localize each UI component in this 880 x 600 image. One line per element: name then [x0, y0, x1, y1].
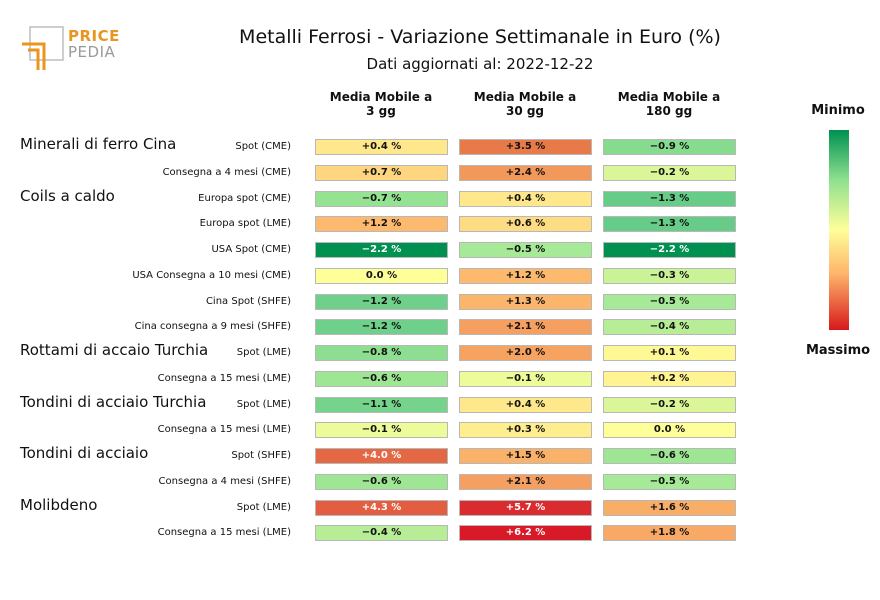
heatmap-cell: −0.3 % — [603, 267, 736, 284]
heatmap-cell: −1.3 % — [603, 190, 736, 207]
heatmap-cell: 0.0 % — [603, 422, 736, 439]
row-label: Spot (LME) — [236, 347, 291, 358]
heatmap-cell: +0.6 % — [459, 216, 592, 233]
legend-max-label: Massimo — [805, 343, 871, 358]
group-label: Minerali di ferro Cina — [20, 135, 177, 153]
heatmap-cell: +0.3 % — [459, 422, 592, 439]
row-label: Spot (SHFE) — [231, 450, 291, 461]
heatmap-cell: +2.4 % — [459, 164, 592, 181]
logo-word-pedia: PEDIA — [68, 43, 116, 61]
chart-title: Metalli Ferrosi - Variazione Settimanale… — [239, 26, 721, 48]
heatmap-cell: −0.5 % — [603, 473, 736, 490]
heatmap-cell: −1.3 % — [603, 216, 736, 233]
heatmap-cell: +0.4 % — [459, 190, 592, 207]
heatmap-cell: −2.2 % — [315, 242, 448, 258]
row-label: Spot (LME) — [236, 501, 291, 513]
heatmap-cell: +6.2 % — [459, 525, 592, 542]
group-label: Tondini di acciaio Turchia — [20, 392, 207, 411]
column-header: Media Mobile a 3 gg — [329, 90, 433, 118]
pricepedia-logo: PRICE PEDIA — [20, 26, 130, 76]
row-label: Consegna a 15 mesi (LME) — [157, 372, 291, 384]
row-label: Spot (LME) — [236, 398, 291, 410]
heatmap-cell: −0.5 % — [459, 242, 592, 258]
heatmap-cell: −1.1 % — [315, 396, 448, 413]
heatmap-cell: −0.4 % — [315, 525, 448, 542]
row-label: Consegna a 4 mesi (SHFE) — [158, 475, 291, 487]
row-label: USA Consegna a 10 mesi (CME) — [132, 269, 291, 281]
heatmap-cell: −2.2 % — [603, 242, 736, 258]
row-label: Cina consegna a 9 mesi (SHFE) — [134, 321, 291, 333]
heatmap-cell: −1.2 % — [315, 293, 448, 310]
row-label: USA Spot (CME) — [211, 244, 291, 255]
heatmap-cell: −0.2 % — [603, 396, 736, 413]
logo-word-price: PRICE — [68, 27, 120, 45]
heatmap-cell: +1.2 % — [315, 216, 448, 233]
heatmap-cell: +0.1 % — [603, 345, 736, 361]
heatmap-cell: +1.8 % — [603, 525, 736, 542]
heatmap-cell: +0.4 % — [459, 396, 592, 413]
row-label: Consegna a 15 mesi (LME) — [157, 527, 291, 539]
row-label: Europa spot (LME) — [199, 218, 291, 230]
heatmap-cell: −0.6 % — [315, 370, 448, 387]
heatmap-cell: +2.1 % — [459, 319, 592, 336]
legend-min-label: Minimo — [811, 103, 865, 118]
heatmap-cell: +4.0 % — [315, 448, 448, 464]
heatmap-cell: −0.4 % — [603, 319, 736, 336]
heatmap-cell: −0.6 % — [603, 448, 736, 464]
row-label: Consegna a 4 mesi (CME) — [162, 166, 291, 178]
column-header: Media Mobile a 30 gg — [473, 90, 577, 118]
group-label: Coils a caldo — [20, 186, 115, 205]
column-header: Media Mobile a 180 gg — [617, 90, 721, 118]
heatmap-cell: +1.6 % — [603, 499, 736, 516]
heatmap-cell: +4.3 % — [315, 499, 448, 516]
group-label: Tondini di acciaio — [20, 444, 149, 462]
group-label: Molibdeno — [20, 495, 98, 514]
heatmap-cell: +2.0 % — [459, 345, 592, 361]
heatmap-cell: −0.9 % — [603, 139, 736, 155]
group-label: Rottami di accaio Turchia — [20, 341, 209, 359]
chart-subtitle: Dati aggiornati al: 2022-12-22 — [366, 55, 594, 73]
heatmap-cell: +1.2 % — [459, 267, 592, 284]
row-label: Spot (CME) — [235, 141, 291, 152]
legend-colorbar — [829, 130, 849, 330]
heatmap-cell: −0.2 % — [603, 164, 736, 181]
logo-mark-icon — [22, 26, 64, 70]
heatmap-cell: −1.2 % — [315, 319, 448, 336]
heatmap-cell: +5.7 % — [459, 499, 592, 516]
heatmap-cell: +3.5 % — [459, 139, 592, 155]
row-label: Cina Spot (SHFE) — [205, 295, 291, 307]
row-label: Europa spot (CME) — [198, 192, 291, 204]
heatmap-cell: −0.7 % — [315, 190, 448, 207]
heatmap-cell: +2.1 % — [459, 473, 592, 490]
heatmap-cell: −0.8 % — [315, 345, 448, 361]
heatmap-cell: −0.1 % — [459, 370, 592, 387]
heatmap-cell: +0.4 % — [315, 139, 448, 155]
heatmap-cell: +0.7 % — [315, 164, 448, 181]
heatmap-cell: +1.5 % — [459, 448, 592, 464]
heatmap-cell: −0.6 % — [315, 473, 448, 490]
heatmap-cell: −0.1 % — [315, 422, 448, 439]
heatmap-cell: +0.2 % — [603, 370, 736, 387]
row-label: Consegna a 15 mesi (LME) — [157, 424, 291, 436]
heatmap-cell: 0.0 % — [315, 267, 448, 284]
heatmap-cell: −0.5 % — [603, 293, 736, 310]
heatmap-cell: +1.3 % — [459, 293, 592, 310]
